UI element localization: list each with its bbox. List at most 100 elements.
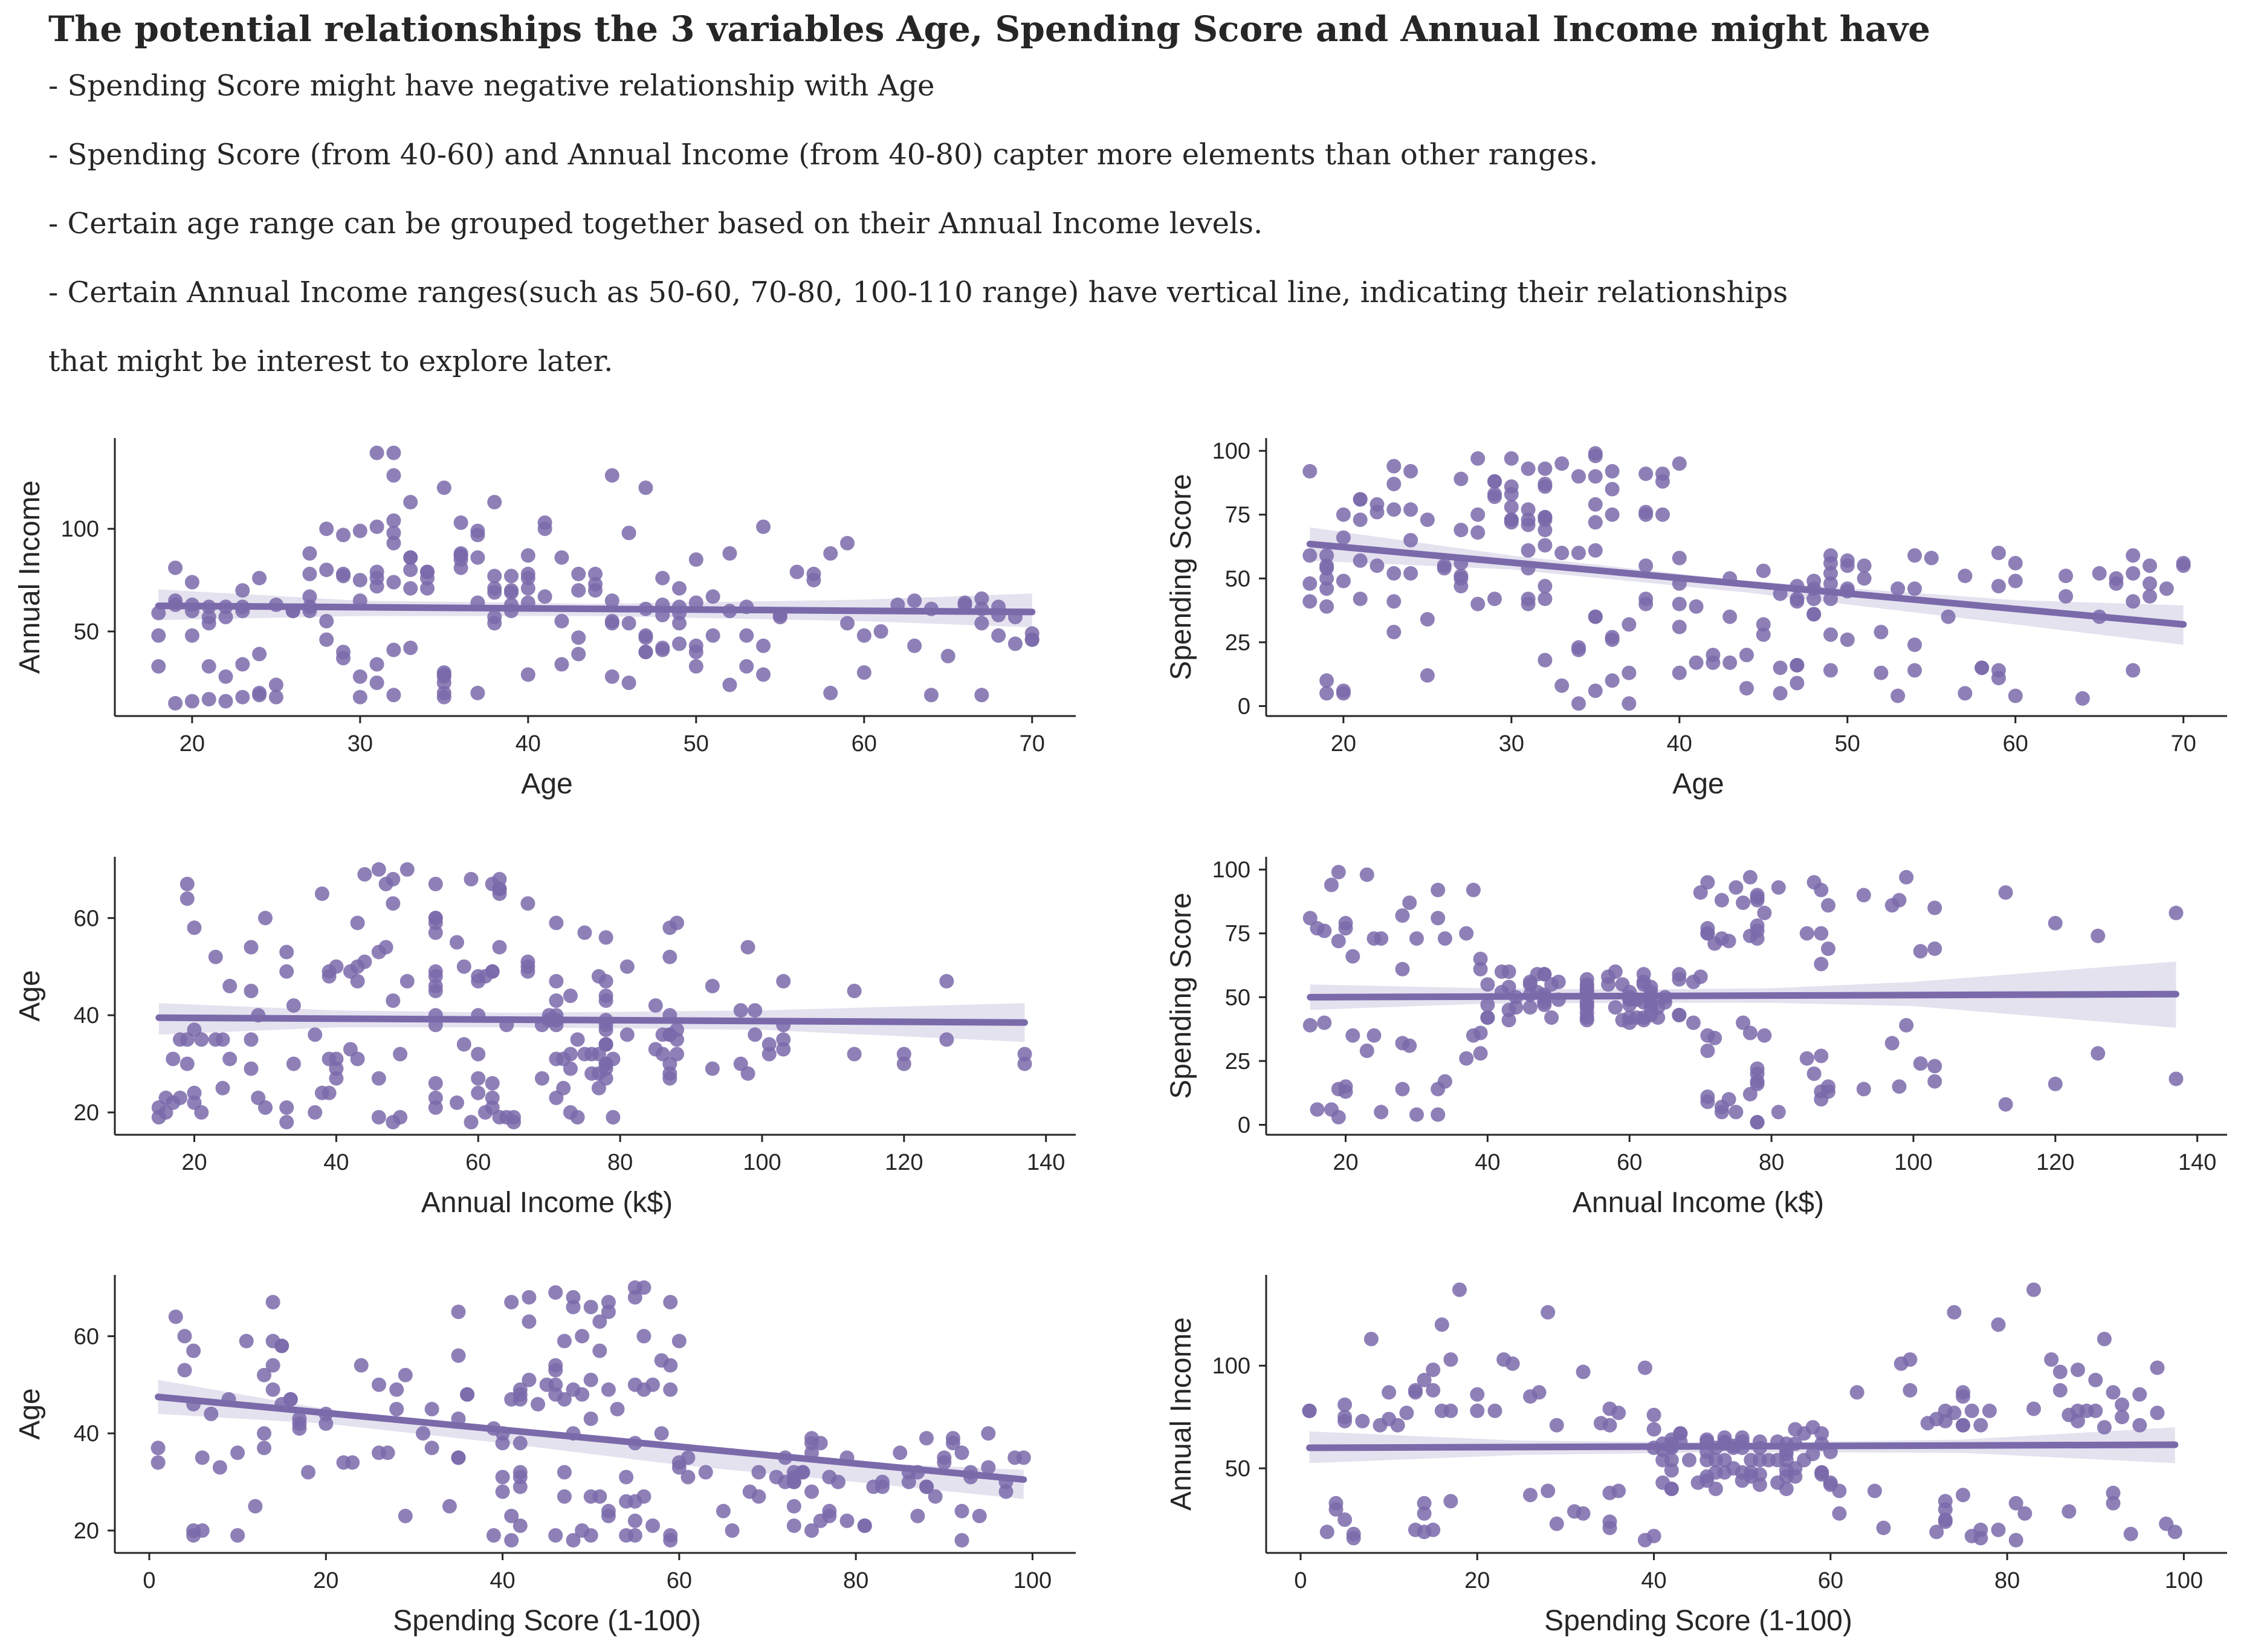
data-point (492, 940, 507, 955)
data-point (1742, 1086, 1758, 1102)
data-point (1504, 451, 1519, 466)
data-point (386, 575, 401, 590)
data-point (279, 964, 294, 979)
data-point (698, 1465, 713, 1480)
data-point (705, 978, 720, 993)
chart-panel-2: 20 30 40 50 60 70 0 25 50 75 100 Age Spending Score (1165, 438, 2227, 800)
data-point (2126, 548, 2141, 563)
data-point (554, 614, 569, 628)
data-point (1487, 592, 1502, 607)
data-point (1744, 1453, 1759, 1468)
y-tick-label: 60 (74, 1324, 99, 1349)
data-point (570, 1032, 585, 1047)
data-point (1496, 1352, 1512, 1367)
data-point (350, 1051, 365, 1066)
data-point (1487, 474, 1502, 489)
data-point (2091, 928, 2106, 943)
data-point (588, 583, 603, 598)
data-point (453, 515, 468, 530)
data-point (1605, 463, 1620, 479)
data-point (1302, 1018, 1318, 1033)
data-point (257, 1426, 271, 1441)
data-point (218, 610, 233, 625)
data-point (571, 566, 586, 581)
data-point (393, 1047, 408, 1062)
data-point (1443, 1352, 1458, 1367)
data-point (1554, 678, 1570, 693)
data-point (195, 1450, 210, 1465)
data-point (2109, 576, 2124, 591)
data-point (393, 1110, 408, 1124)
data-point (740, 940, 755, 955)
data-point (1899, 1018, 1914, 1033)
data-point (456, 1037, 471, 1052)
data-point (563, 1047, 578, 1062)
data-point (1403, 502, 1418, 517)
data-point (733, 1003, 748, 1018)
data-point (1420, 611, 1435, 627)
data-point (399, 973, 415, 989)
data-point (974, 591, 989, 606)
data-point (184, 694, 199, 709)
y-axis-label: Annual Income (14, 480, 46, 674)
data-point (354, 1358, 369, 1373)
data-point (286, 998, 301, 1013)
data-point (1622, 617, 1637, 632)
data-point (1655, 474, 1670, 489)
x-tick-label: 60 (2003, 731, 2028, 757)
data-point (1417, 1372, 1432, 1387)
data-point (1470, 451, 1486, 466)
data-point (2097, 1420, 2112, 1435)
data-point (451, 1450, 466, 1465)
data-point (604, 669, 619, 684)
data-point (386, 445, 401, 460)
data-point (252, 570, 267, 586)
data-point (1374, 931, 1389, 946)
data-point (424, 1402, 439, 1416)
data-point (813, 1513, 828, 1528)
data-point (645, 1518, 660, 1533)
data-point (716, 1503, 731, 1518)
data-point (1814, 882, 1829, 897)
data-point (2150, 1405, 2165, 1421)
data-point (557, 1334, 572, 1349)
data-point (265, 1334, 280, 1349)
data-point (2159, 581, 2174, 596)
y-axis-label: Spending Score (1165, 892, 1197, 1099)
data-point (1466, 882, 1481, 897)
data-point (1739, 681, 1754, 695)
data-point (1317, 1015, 1332, 1030)
data-point (786, 1499, 801, 1514)
x-tick-label: 0 (1294, 1568, 1307, 1593)
data-point (537, 589, 552, 604)
y-axis-label: Annual Income (1165, 1317, 1197, 1511)
data-point (1395, 961, 1410, 976)
data-point (487, 585, 502, 600)
x-tick-label: 40 (516, 731, 541, 757)
data-point (648, 998, 663, 1013)
data-point (1504, 512, 1519, 528)
data-point (1805, 1447, 1820, 1462)
data-point (186, 1528, 201, 1543)
data-point (1473, 961, 1488, 976)
data-point (1673, 1426, 1688, 1441)
data-point (1907, 637, 1922, 653)
data-point (1974, 660, 1990, 676)
data-point (504, 569, 519, 584)
data-point (1991, 1317, 2006, 1332)
data-point (257, 1367, 271, 1383)
data-point (1487, 1403, 1502, 1418)
data-point (1693, 885, 1708, 900)
data-point (1655, 1453, 1670, 1468)
data-point (1386, 502, 1402, 517)
data-point (1646, 1529, 1661, 1544)
data-point (1664, 1463, 1679, 1478)
data-point (319, 614, 334, 628)
data-point (2159, 1516, 2174, 1531)
data-point (548, 1285, 563, 1300)
data-point (1541, 1305, 1556, 1320)
data-point (549, 915, 564, 931)
data-point (1672, 1007, 1687, 1022)
data-point (1459, 926, 1474, 941)
regression-line (1306, 540, 2187, 628)
